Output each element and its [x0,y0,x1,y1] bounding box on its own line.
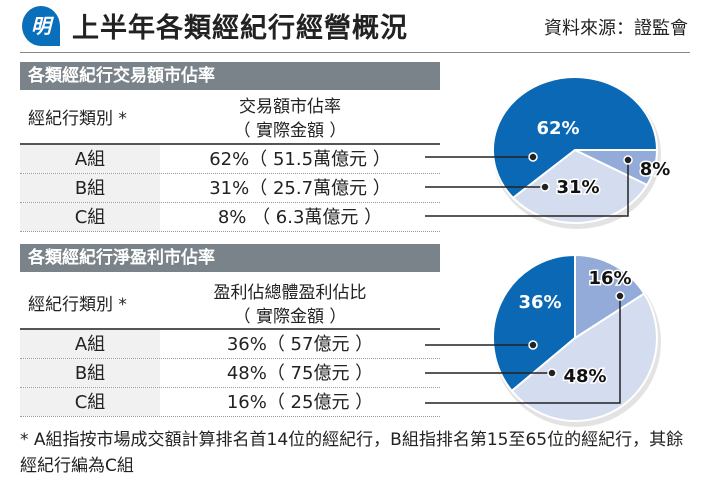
section2-col2-header: 盈利佔總體盈利佔比 [213,283,367,303]
group-cell: B組 [20,359,160,387]
group-cell: B組 [20,174,160,202]
section2-col1-header: 經紀行類別 * [28,295,127,315]
section1-col2-subheader: （ 實際金額 ） [233,121,347,141]
table-row: C組 16%（ 25億元 ） [20,388,440,417]
pie-slice-A組 [492,76,659,200]
value-cell: 8% （ 6.3萬億元 ） [217,207,383,228]
leader-dot [615,291,625,301]
table-row: A組 36%（ 57億元 ） [20,330,440,359]
leader-line [425,296,621,404]
pie-data-label: 16% [588,268,631,289]
footnote: * A組指按市場成交額計算排名首14位的經紀行，B組指排名第15至65位的經紀行… [20,430,684,476]
section1-title: 各類經紀行交易額市佔率 [20,62,440,90]
pie-data-label: 31% [556,177,599,198]
pie-slice-C組 [574,149,659,187]
value-cell: 48%（ 75億元 ） [226,363,374,384]
section1-col2-header: 交易額市佔率 [239,97,341,117]
value-cell: 36%（ 57億元 ） [226,334,374,355]
leader-dot [528,340,538,350]
divider [20,52,690,53]
leader-dot [528,152,538,162]
table-row: B組 31%（ 25.7萬億元 ） [20,174,440,203]
group-cell: A組 [20,145,160,173]
page-title: 上半年各類經紀行經營概況 [72,13,408,44]
header-line [20,328,440,330]
leader-line [425,160,629,217]
pie-slice-C組 [574,253,646,340]
section2-col2-subheader: （ 實際金額 ） [233,307,347,327]
header-line [20,143,440,145]
value-cell: 31%（ 25.7萬億元 ） [209,178,391,199]
source-label: 資料來源：證監會 [544,18,688,39]
value-cell: 62%（ 51.5萬億元 ） [209,149,391,170]
section1-col1-header: 經紀行類別 * [28,109,127,129]
table-row: A組 62%（ 51.5萬億元 ） [20,145,440,174]
leader-dot [623,155,633,165]
pie-data-label: 62% [536,118,579,139]
section2-title: 各類經紀行淨盈利市佔率 [20,244,440,272]
logo: 明 [22,6,60,46]
pie-slice-B組 [511,148,649,224]
group-cell: C組 [20,203,160,231]
pie-data-label: 48% [563,366,606,387]
table-row: C組 8% （ 6.3萬億元 ） [20,203,440,232]
group-cell: A組 [20,330,160,358]
table-row: B組 48%（ 75億元 ） [20,359,440,388]
pie-data-label: 36% [518,292,561,313]
leader-dot [547,368,557,378]
value-cell: 16%（ 25億元 ） [226,392,374,413]
pie-data-label: 8% [640,159,671,180]
group-cell: C組 [20,388,160,416]
leader-dot [540,182,550,192]
